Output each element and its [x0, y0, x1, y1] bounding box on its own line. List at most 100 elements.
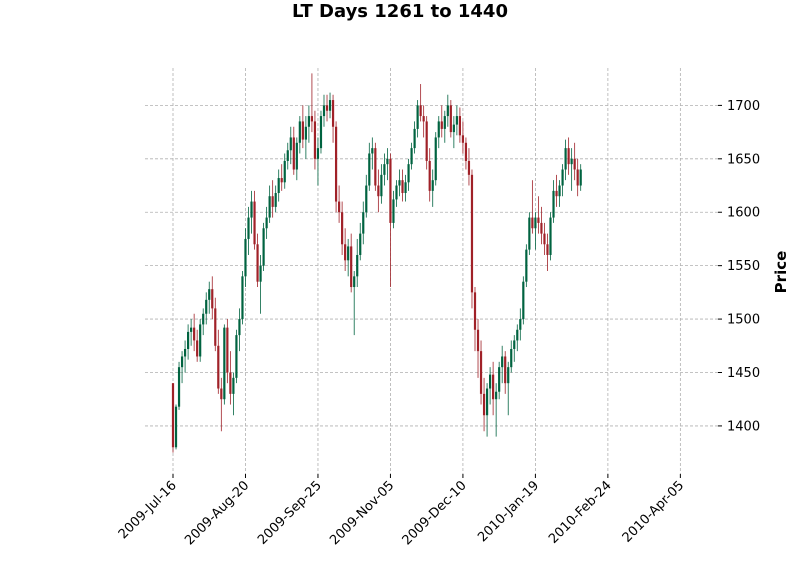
y-tick-label: 1500: [727, 313, 760, 328]
x-tick-label: 2010-Feb-24: [546, 478, 615, 547]
candle-body-down: [458, 116, 461, 136]
candle-body-up: [507, 367, 510, 384]
candle-body-up: [353, 276, 356, 288]
candle-body-up: [177, 367, 181, 407]
candle-body-up: [431, 180, 434, 191]
candle-body-up: [410, 148, 413, 165]
candle-body-down: [374, 148, 377, 186]
candle-body-up: [549, 217, 552, 255]
candle-body-up: [561, 169, 564, 186]
candle-body-up: [558, 185, 561, 197]
candle-body-down: [576, 169, 579, 186]
x-tick-label: 2009-Aug-20: [182, 478, 252, 548]
candle-body-down: [467, 160, 471, 175]
x-tick-label: 2010-Jan-19: [475, 478, 542, 545]
chart-title: LT Days 1261 to 1440: [292, 1, 508, 22]
candle-body-down: [531, 217, 534, 229]
x-tick-label: 2009-Sep-25: [255, 478, 325, 548]
y-tick-label: 1450: [727, 366, 760, 381]
candle-body-down: [567, 148, 570, 165]
candle-body-up: [513, 340, 516, 349]
candle-body-down: [338, 201, 341, 213]
candle-body-up: [528, 217, 531, 250]
candle-body-up: [407, 164, 410, 183]
candle-body-down: [253, 201, 256, 245]
candle-body-up: [534, 217, 537, 229]
candle-body-up: [199, 324, 202, 357]
candle-body-up: [365, 185, 368, 213]
candle-body-down: [537, 217, 540, 223]
candle-body-down: [211, 289, 214, 309]
y-tick-label: 1600: [727, 206, 760, 221]
candle-body-up: [205, 299, 208, 314]
y-tick-label: 1700: [727, 99, 760, 114]
candle-body-up: [452, 124, 455, 133]
candle-body-down: [196, 340, 199, 357]
candle-body-down: [313, 121, 317, 159]
candle-body-down: [482, 393, 486, 416]
x-tick-label: 2009-Dec-10: [400, 478, 470, 548]
candle-body-up: [187, 331, 190, 349]
candle-body-up: [262, 228, 265, 266]
candle-body-down: [401, 180, 404, 194]
candle-body-up: [347, 246, 350, 261]
candle-body-down: [325, 105, 329, 111]
candle-body-up: [416, 105, 419, 129]
y-tick-label: 1550: [727, 259, 760, 274]
candle-body-down: [479, 351, 483, 394]
candle-body-down: [428, 160, 431, 191]
x-tick-label: 2009-Nov-05: [327, 478, 397, 548]
candle-body-up: [190, 327, 193, 332]
candle-body-down: [555, 190, 558, 197]
candle-body-up: [489, 374, 492, 389]
candle-body-up: [316, 148, 320, 159]
candle-body-down: [464, 142, 468, 161]
candle-body-up: [386, 158, 389, 165]
candle-body-down: [419, 105, 422, 117]
candle-body-up: [368, 153, 371, 186]
candle-body-down: [301, 121, 304, 140]
candle-body-down: [220, 388, 223, 400]
candle-body-down: [476, 329, 480, 352]
candle-body-down: [280, 178, 283, 183]
candle-body-up: [202, 313, 205, 325]
candle-body-up: [443, 116, 446, 129]
candle-body-down: [341, 212, 344, 245]
candle-body-down: [573, 158, 576, 170]
candle-body-down: [543, 233, 546, 245]
candle-body-up: [495, 391, 498, 400]
candle-body-up: [395, 185, 398, 200]
candle-body-down: [229, 372, 232, 394]
candle-body-up: [404, 182, 407, 194]
candle-body-up: [501, 356, 504, 368]
candle-body-down: [226, 327, 229, 373]
candle-body-up: [522, 281, 525, 320]
candle-body-up: [356, 254, 359, 277]
candle-body-up: [183, 348, 187, 357]
candle-body-up: [446, 105, 449, 117]
candle-body-down: [377, 185, 380, 197]
candle-body-down: [331, 100, 335, 127]
candle-body-down: [350, 246, 353, 288]
candle-body-down: [504, 356, 507, 384]
y-tick-label: 1400: [727, 419, 760, 434]
candle-body-down: [217, 345, 220, 389]
candle-body-up: [362, 212, 365, 234]
candle-body-down: [271, 196, 274, 207]
candle-body-up: [268, 196, 271, 218]
candle-body-down: [214, 308, 217, 346]
candle-body-up: [259, 265, 262, 282]
candle-body-up: [434, 137, 437, 181]
candle-body-up: [223, 327, 226, 400]
y-axis-label: Price: [772, 251, 790, 294]
x-tick-label: 2009-Jul-16: [116, 478, 180, 542]
candle-body-up: [383, 164, 386, 175]
candle-body-up: [208, 289, 211, 300]
y-tick-label: 1650: [727, 152, 760, 167]
candle-body-down: [473, 292, 477, 330]
candle-body-up: [286, 150, 289, 161]
candle-body-up: [498, 367, 501, 392]
candle-body-up: [398, 180, 401, 186]
